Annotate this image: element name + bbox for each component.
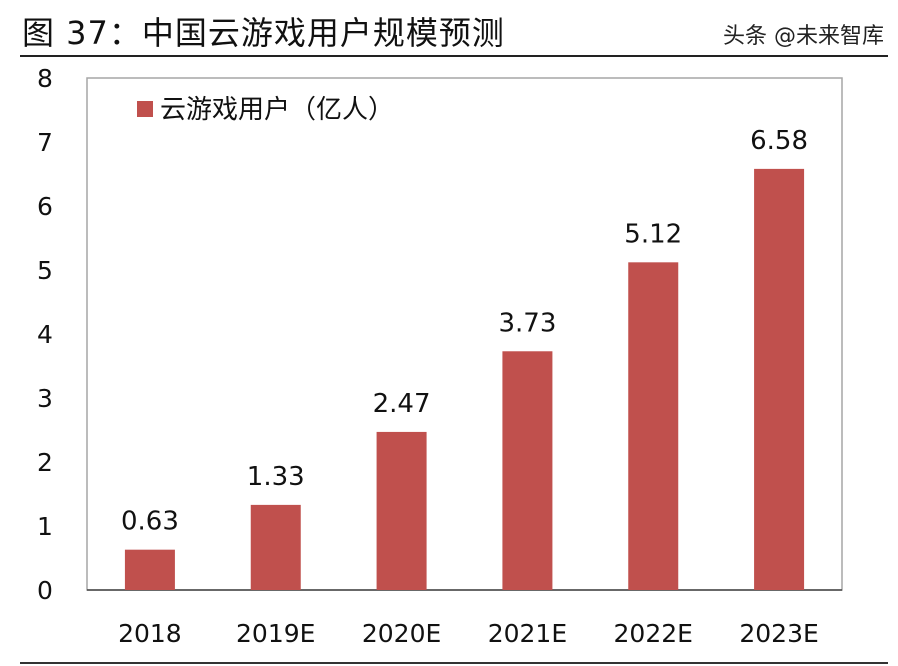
data-label: 6.58: [750, 126, 808, 156]
x-tick-label: 2022E: [614, 619, 693, 648]
x-tick-label: 2018: [118, 619, 182, 648]
legend-swatch: [137, 101, 153, 117]
legend-label: 云游戏用户（亿人）: [160, 95, 394, 125]
plot-area-border: [86, 77, 843, 591]
data-label: 1.33: [247, 462, 305, 492]
y-tick-label: 1: [37, 512, 53, 541]
y-tick-label: 0: [37, 576, 53, 605]
title-divider: [20, 55, 888, 57]
data-label: 2.47: [373, 389, 431, 419]
bar-2023E: [754, 168, 805, 590]
y-tick-label: 7: [37, 128, 53, 157]
chart-title: 图 37：中国云游戏用户规模预测: [22, 14, 505, 52]
bar-2022E: [628, 262, 679, 590]
y-tick-label: 2: [37, 448, 53, 477]
x-tick-label: 2020E: [362, 619, 441, 648]
bottom-divider: [20, 662, 888, 664]
bar-2019E: [250, 504, 301, 590]
data-label: 0.63: [121, 507, 179, 537]
x-tick-label: 2019E: [236, 619, 315, 648]
y-tick-label: 4: [37, 320, 53, 349]
data-label: 3.73: [498, 308, 556, 338]
y-tick-label: 6: [37, 192, 53, 221]
bar-2018: [124, 549, 175, 590]
x-tick-label: 2021E: [488, 619, 567, 648]
x-tick-label: 2023E: [739, 619, 818, 648]
watermark: 头条 @未来智库: [723, 24, 884, 49]
bar-2020E: [376, 431, 427, 590]
y-tick-label: 5: [37, 256, 53, 285]
bar-2021E: [502, 351, 553, 590]
y-tick-label: 3: [37, 384, 53, 413]
y-tick-label: 8: [37, 64, 53, 93]
data-label: 5.12: [624, 219, 682, 249]
